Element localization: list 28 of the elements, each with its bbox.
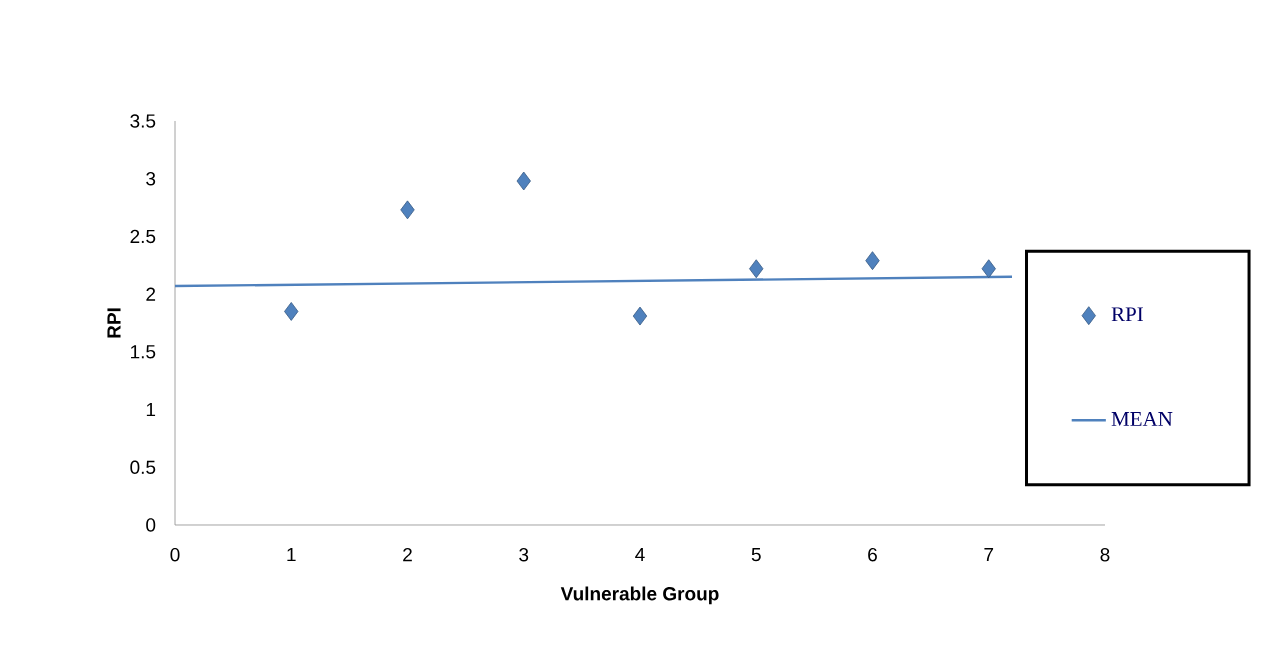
x-tick-label: 3 <box>519 547 529 562</box>
point <box>865 251 880 271</box>
legend-label: RPI <box>1111 307 1143 322</box>
y-tick-label: 1.5 <box>131 345 156 359</box>
point <box>400 200 415 220</box>
x-axis-title: Vulnerable Group <box>560 586 719 605</box>
x-tick-label: 4 <box>635 547 645 562</box>
legend-label: MEAN <box>1111 411 1173 426</box>
y-tick-label: 3 <box>146 171 156 186</box>
y-axis-title: RPI <box>107 308 121 338</box>
y-tick-label: 0.5 <box>130 460 156 474</box>
x-tick-label: 7 <box>984 547 994 562</box>
y-tick-label: 2.5 <box>130 229 156 244</box>
point <box>749 259 764 279</box>
y-tick-label: 3.5 <box>130 114 156 128</box>
x-tick-label: 1 <box>287 547 296 562</box>
y-tick-label: 2 <box>146 287 156 301</box>
point <box>284 302 299 321</box>
x-tick-label: 8 <box>1100 547 1110 562</box>
y-tick-label: 1 <box>146 403 156 417</box>
y-tick-label: 0 <box>146 518 156 532</box>
x-tick-label: 0 <box>170 547 180 562</box>
point <box>632 306 648 326</box>
x-tick-label: 5 <box>751 547 761 562</box>
x-tick-label: 6 <box>868 547 877 562</box>
point <box>981 259 996 279</box>
x-tick-label: 2 <box>403 547 412 562</box>
point <box>516 171 531 191</box>
